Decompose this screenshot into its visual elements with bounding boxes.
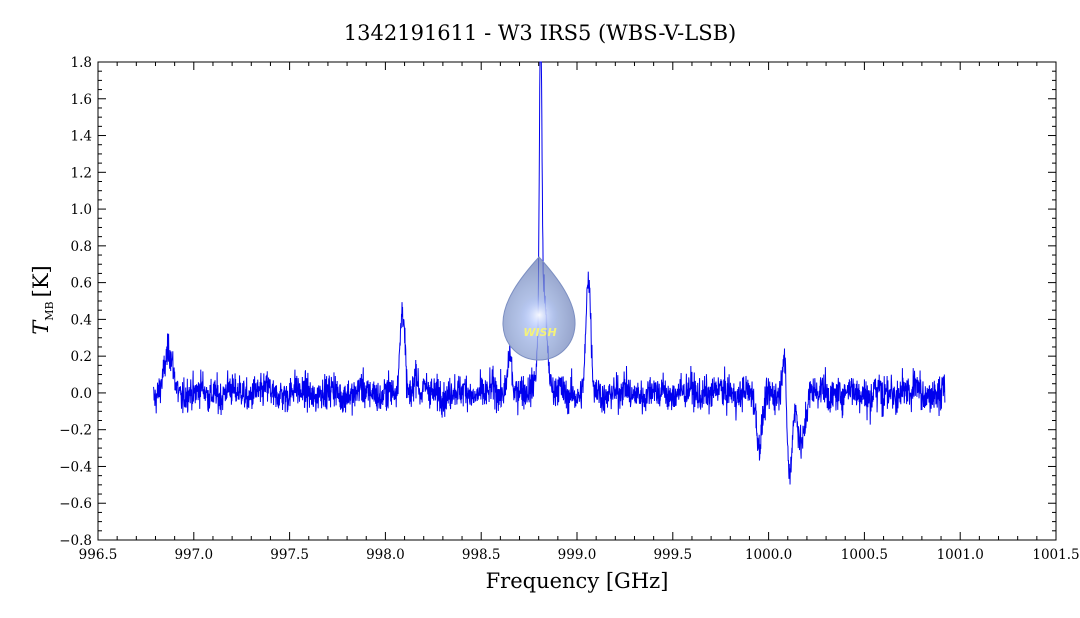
y-axis-label-sub: MB — [43, 301, 56, 320]
x-tick-label: 998.0 — [366, 547, 405, 563]
y-tick-label: −0.2 — [59, 423, 92, 439]
y-tick-label: 1.2 — [71, 165, 92, 181]
x-tick-label: 1000.5 — [841, 547, 888, 563]
y-tick-label: 0.6 — [71, 276, 92, 292]
chart-title: 1342191611 - W3 IRS5 (WBS-V-LSB) — [344, 21, 736, 45]
x-tick-label: 997.0 — [174, 547, 213, 563]
y-tick-label: 0.2 — [71, 349, 92, 365]
x-tick-label: 998.5 — [462, 547, 501, 563]
y-axis-label: TMB [K] — [29, 265, 56, 334]
y-axis-label-unit: [K] — [29, 265, 53, 297]
wish-logo-text: WISH — [523, 326, 556, 339]
y-tick-label: 1.8 — [71, 55, 92, 71]
wish-logo: WISH — [502, 256, 576, 361]
x-tick-label: 999.5 — [653, 547, 692, 563]
x-tick-label: 997.5 — [270, 547, 309, 563]
y-tick-label: −0.6 — [59, 496, 92, 512]
y-tick-label: 1.4 — [71, 129, 92, 145]
x-tick-label: 999.0 — [558, 547, 597, 563]
svg-text:TMB[K]: TMB [K] — [29, 265, 56, 334]
x-axis-label: Frequency [GHz] — [486, 569, 669, 593]
y-axis-tick-labels: −0.8 −0.6 −0.4 −0.2 0.0 0.2 0.4 0.6 0.8 1.0 1.2 1.4… — [59, 55, 92, 549]
wish-logo-glow — [519, 295, 559, 335]
y-axis-label-main: T — [29, 319, 53, 335]
y-tick-label: 0.4 — [71, 312, 92, 328]
spectrum-series-line — [153, 61, 946, 485]
y-tick-label: 0.8 — [71, 239, 92, 255]
y-tick-label: −0.4 — [59, 459, 92, 475]
x-tick-label: 1000.0 — [745, 547, 792, 563]
x-tick-label: 1001.0 — [937, 547, 984, 563]
y-tick-label: 0.0 — [71, 386, 92, 402]
y-axis-ticks — [98, 61, 1056, 541]
x-tick-label: 1001.5 — [1032, 547, 1079, 563]
y-tick-label: 1.6 — [71, 92, 92, 108]
plot-frame — [97, 61, 1057, 541]
y-tick-label: −0.8 — [59, 533, 92, 549]
y-tick-label: 1.0 — [71, 202, 92, 218]
x-axis-tick-labels: 996.5 997.0 997.5 998.0 998.5 999.0 999.5 1000.… — [79, 547, 1080, 563]
x-axis-ticks — [97, 62, 1057, 540]
x-tick-label: 996.5 — [79, 547, 118, 563]
